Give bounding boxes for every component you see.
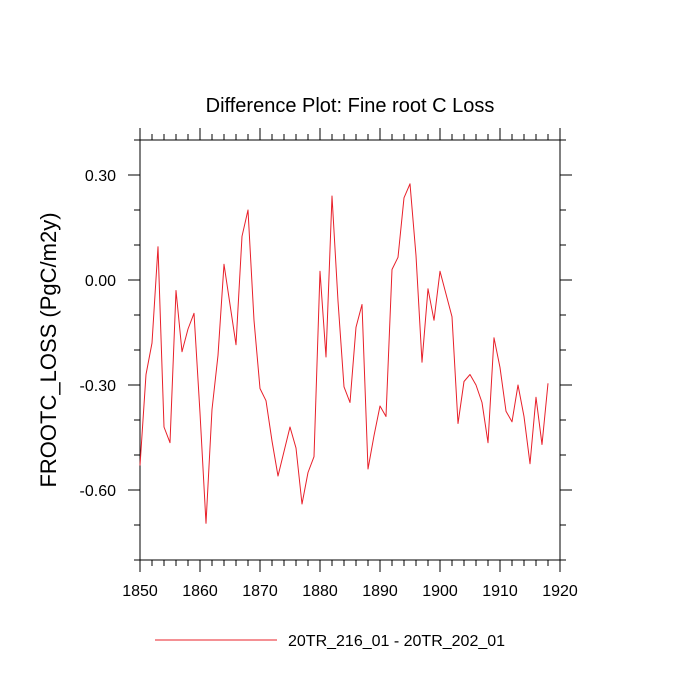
x-tick-label: 1870 — [242, 583, 278, 600]
y-tick-label: -0.30 — [80, 378, 117, 395]
x-tick-label: 1880 — [302, 583, 338, 600]
x-tick-label: 1920 — [542, 583, 578, 600]
legend-label: 20TR_216_01 - 20TR_202_01 — [288, 633, 505, 650]
chart-title: Difference Plot: Fine root C Loss — [206, 95, 495, 117]
series-line — [139, 183, 549, 524]
y-tick-label: -0.60 — [80, 483, 117, 500]
series-lines — [139, 183, 549, 524]
x-tick-label: 1850 — [122, 583, 158, 600]
y-tick-label: 0.30 — [85, 168, 116, 185]
y-axis-label: FROOTC_LOSS (PgC/m2y) — [36, 212, 61, 487]
x-tick-labels: 1850 1860 1870 1880 1890 1900 1910 1920 — [122, 583, 578, 600]
x-tick-label: 1890 — [362, 583, 398, 600]
x-tick-label: 1910 — [482, 583, 518, 600]
axis-ticks — [128, 128, 572, 572]
x-tick-label: 1900 — [422, 583, 458, 600]
x-tick-label: 1860 — [182, 583, 218, 600]
legend: 20TR_216_01 - 20TR_202_01 — [155, 633, 505, 650]
y-tick-labels: 0.30 0.00 -0.30 -0.60 — [80, 168, 117, 500]
y-tick-label: 0.00 — [85, 273, 116, 290]
plot-frame — [139, 139, 561, 561]
